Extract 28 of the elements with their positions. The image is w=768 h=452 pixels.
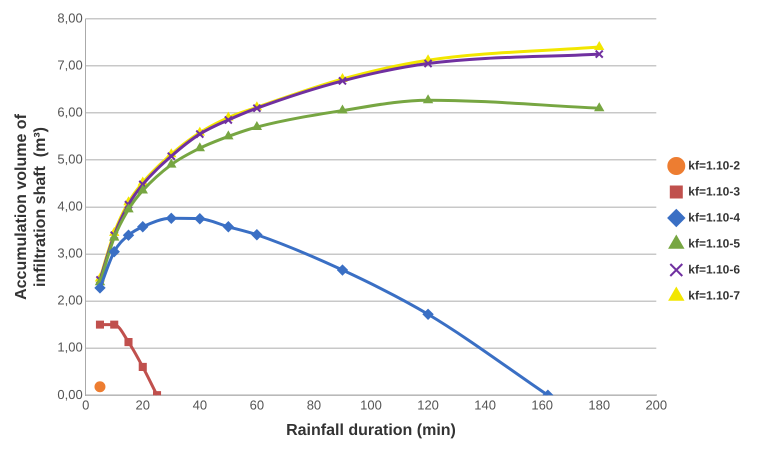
x-tick-label: 100 xyxy=(360,398,382,413)
legend-label: kf=1.10-4 xyxy=(688,210,740,224)
x-tick-label: 80 xyxy=(306,398,322,413)
y-tick-label: 4,00 xyxy=(57,198,83,214)
x-tick-label: 140 xyxy=(474,398,496,413)
y-tick-label: 3,00 xyxy=(57,246,83,261)
y-tick-label: 6,00 xyxy=(57,104,83,120)
y-tick-label: 1,00 xyxy=(57,340,83,355)
x-tick-label: 40 xyxy=(192,398,208,413)
x-tick-label: 20 xyxy=(136,398,150,413)
x-tick-label: 160 xyxy=(531,398,554,413)
y-tick-label: 2,00 xyxy=(57,292,83,308)
x-tick-label: 120 xyxy=(417,398,439,413)
x-tick-label: 60 xyxy=(250,398,264,413)
y-tick-label: 0,00 xyxy=(57,386,83,402)
legend-label: kf=1.10-3 xyxy=(688,184,740,198)
x-tick-label: 180 xyxy=(588,398,610,413)
y-axis-title: Accumulation volume of infiltration shaft (m³) xyxy=(13,113,50,300)
x-tick-label: 0 xyxy=(82,398,90,413)
y-tick-label: 5,00 xyxy=(57,152,83,167)
x-axis-title: Rainfall duration (min) xyxy=(286,422,456,439)
y-tick-label: 7,00 xyxy=(57,57,83,72)
legend-label: kf=1.10-5 xyxy=(688,236,740,250)
y-tick-label: 8,00 xyxy=(57,10,83,26)
legend-label: kf=1.10-7 xyxy=(688,288,740,302)
legend-label: kf=1.10-6 xyxy=(688,262,740,276)
x-tick-label: 200 xyxy=(645,398,668,413)
legend-label: kf=1.10-2 xyxy=(688,158,740,172)
